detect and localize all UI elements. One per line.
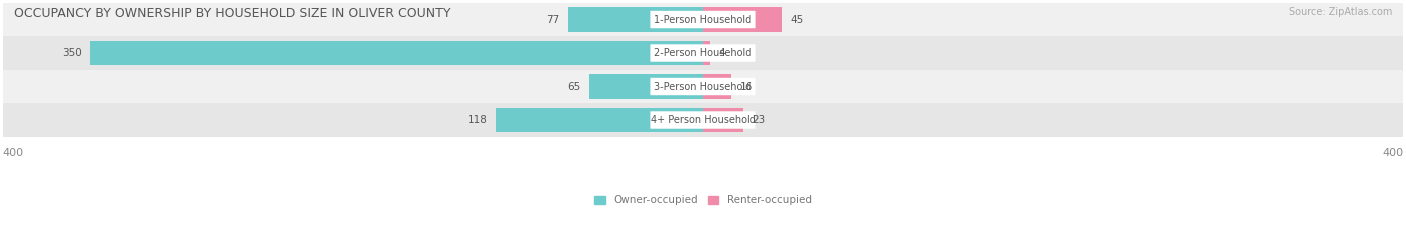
Bar [703, 108, 744, 132]
Bar [703, 41, 710, 65]
Text: 350: 350 [62, 48, 82, 58]
Bar [589, 75, 703, 99]
Text: 65: 65 [567, 82, 581, 92]
FancyBboxPatch shape [651, 44, 755, 62]
Text: 3-Person Household: 3-Person Household [654, 82, 752, 92]
Bar [568, 7, 703, 32]
Bar [703, 7, 782, 32]
Bar [3, 36, 1403, 70]
Text: 77: 77 [546, 14, 560, 24]
Text: 118: 118 [468, 115, 488, 125]
Text: OCCUPANCY BY OWNERSHIP BY HOUSEHOLD SIZE IN OLIVER COUNTY: OCCUPANCY BY OWNERSHIP BY HOUSEHOLD SIZE… [14, 7, 450, 20]
Bar [3, 103, 1403, 137]
Bar [3, 3, 1403, 36]
Text: 4: 4 [718, 48, 725, 58]
FancyBboxPatch shape [651, 78, 755, 95]
Text: 16: 16 [740, 82, 754, 92]
Text: 400: 400 [3, 148, 24, 158]
Text: Source: ZipAtlas.com: Source: ZipAtlas.com [1288, 7, 1392, 17]
Text: 2-Person Household: 2-Person Household [654, 48, 752, 58]
FancyBboxPatch shape [651, 111, 755, 129]
Text: 23: 23 [752, 115, 765, 125]
Text: 45: 45 [790, 14, 804, 24]
Text: 4+ Person Household: 4+ Person Household [651, 115, 755, 125]
FancyBboxPatch shape [651, 11, 755, 28]
Text: 400: 400 [1382, 148, 1403, 158]
Bar [703, 75, 731, 99]
Legend: Owner-occupied, Renter-occupied: Owner-occupied, Renter-occupied [595, 195, 811, 205]
Bar [3, 70, 1403, 103]
Bar [90, 41, 703, 65]
Text: 1-Person Household: 1-Person Household [654, 14, 752, 24]
Bar [496, 108, 703, 132]
